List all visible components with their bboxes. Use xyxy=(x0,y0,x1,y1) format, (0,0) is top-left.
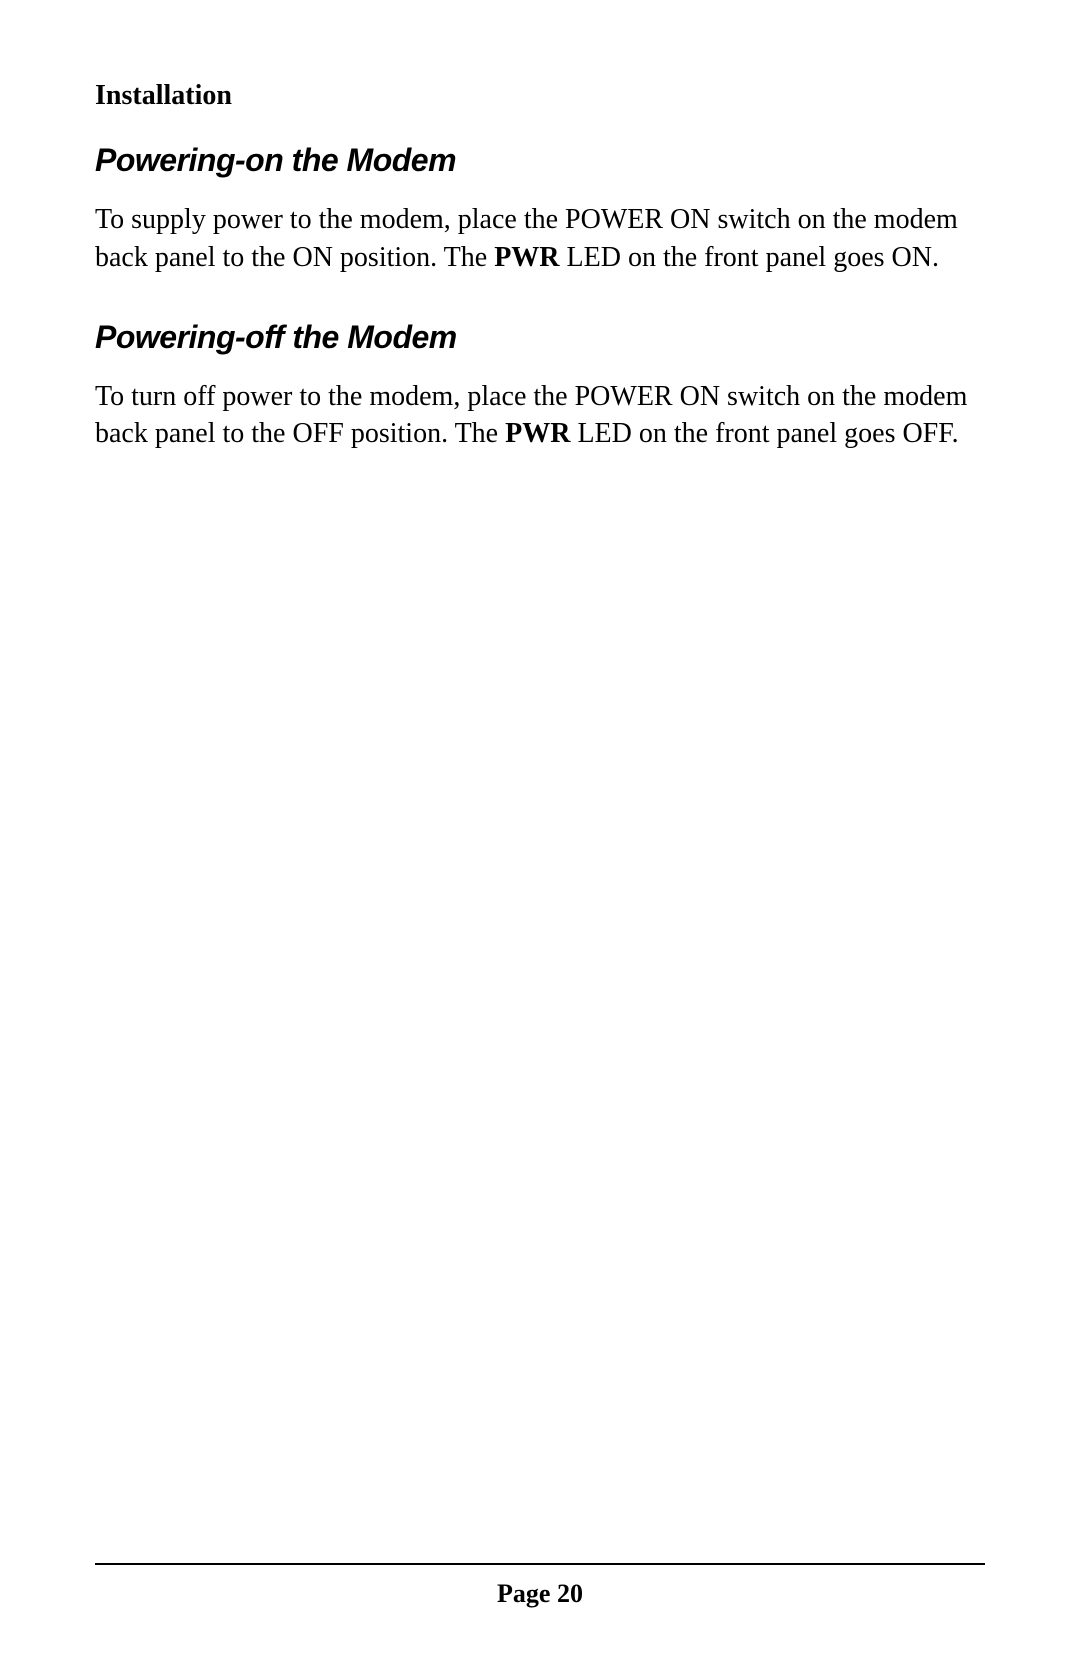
footer-rule xyxy=(95,1563,985,1565)
paragraph-text-post: LED on the front panel goes OFF. xyxy=(570,418,958,449)
page-footer: Page 20 xyxy=(95,1563,985,1609)
paragraph-powering-on: To supply power to the modem, place the … xyxy=(95,201,985,277)
header-section-label: Installation xyxy=(95,80,985,112)
paragraph-powering-off: To turn off power to the modem, place th… xyxy=(95,378,985,454)
paragraph-text-post: LED on the front panel goes ON. xyxy=(560,242,939,273)
page-number: Page 20 xyxy=(95,1579,985,1609)
section-heading-powering-on: Powering-on the Modem xyxy=(95,142,985,179)
section-heading-powering-off: Powering-off the Modem xyxy=(95,319,985,356)
paragraph-text-bold: PWR xyxy=(505,418,570,449)
page-container: Installation Powering-on the Modem To su… xyxy=(0,0,1080,1669)
paragraph-text-bold: PWR xyxy=(494,242,559,273)
